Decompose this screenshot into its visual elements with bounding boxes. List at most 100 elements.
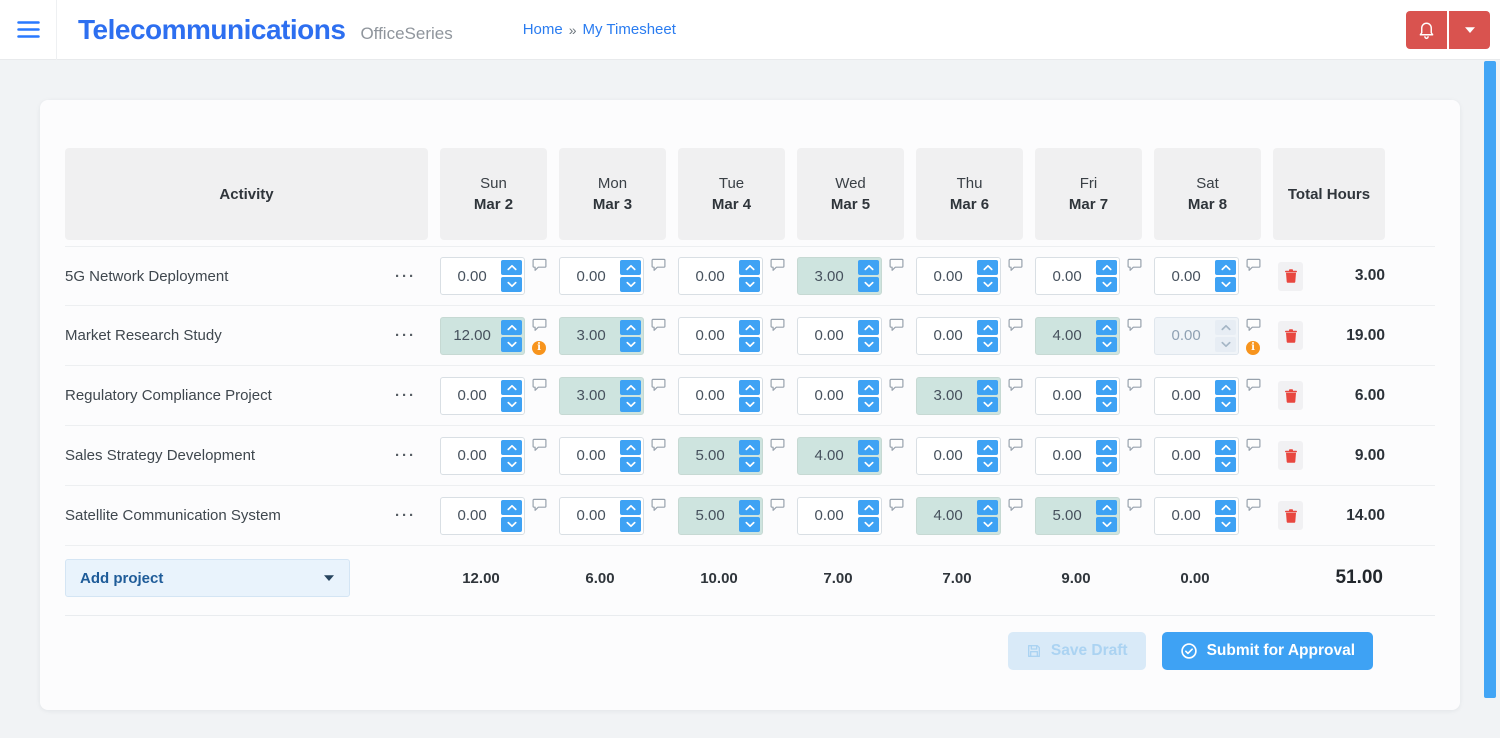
decrement-button[interactable]: [858, 277, 880, 292]
notifications-button[interactable]: [1406, 10, 1447, 49]
hours-input[interactable]: 0.00: [559, 436, 645, 475]
decrement-button[interactable]: [739, 277, 761, 292]
delete-row-button[interactable]: [1278, 441, 1303, 470]
comment-icon[interactable]: [889, 438, 904, 452]
increment-button[interactable]: [1215, 499, 1237, 515]
increment-button[interactable]: [501, 379, 523, 395]
increment-button[interactable]: [977, 439, 999, 455]
comment-icon[interactable]: [1127, 438, 1142, 452]
row-menu-button[interactable]: ···: [393, 444, 418, 467]
decrement-button[interactable]: [977, 336, 999, 352]
comment-icon[interactable]: [770, 258, 785, 272]
increment-button[interactable]: [977, 319, 999, 335]
decrement-button[interactable]: [1215, 336, 1237, 352]
hours-input[interactable]: 3.00: [559, 376, 645, 415]
decrement-button[interactable]: [739, 516, 761, 532]
row-menu-button[interactable]: ···: [393, 265, 418, 288]
comment-icon[interactable]: [1127, 378, 1142, 392]
comment-icon[interactable]: [889, 498, 904, 512]
comment-icon[interactable]: [1008, 438, 1023, 452]
hours-input[interactable]: 0.00: [678, 257, 764, 295]
increment-button[interactable]: [1215, 379, 1237, 395]
increment-button[interactable]: [1215, 439, 1237, 455]
hours-input[interactable]: 0.00: [440, 436, 526, 475]
increment-button[interactable]: [1096, 439, 1118, 455]
comment-icon[interactable]: [1127, 498, 1142, 512]
increment-button[interactable]: [620, 260, 642, 275]
comment-icon[interactable]: [532, 378, 547, 392]
comment-icon[interactable]: [770, 318, 785, 332]
increment-button[interactable]: [1215, 260, 1237, 275]
increment-button[interactable]: [501, 439, 523, 455]
decrement-button[interactable]: [620, 456, 642, 472]
decrement-button[interactable]: [977, 456, 999, 472]
scrollbar-track[interactable]: [1484, 60, 1500, 738]
decrement-button[interactable]: [977, 277, 999, 292]
submit-for-approval-button[interactable]: Submit for Approval: [1161, 632, 1373, 670]
comment-icon[interactable]: [1246, 378, 1261, 392]
decrement-button[interactable]: [1215, 516, 1237, 532]
hours-input[interactable]: 12.00: [440, 316, 526, 355]
hours-input[interactable]: 0.00: [1154, 436, 1240, 475]
decrement-button[interactable]: [858, 396, 880, 412]
decrement-button[interactable]: [620, 396, 642, 412]
hours-input[interactable]: 4.00: [1035, 316, 1121, 355]
comment-icon[interactable]: [1246, 318, 1261, 332]
comment-icon[interactable]: [1127, 258, 1142, 272]
comment-icon[interactable]: [1008, 378, 1023, 392]
decrement-button[interactable]: [739, 456, 761, 472]
increment-button[interactable]: [1096, 499, 1118, 515]
decrement-button[interactable]: [739, 396, 761, 412]
decrement-button[interactable]: [1096, 336, 1118, 352]
decrement-button[interactable]: [858, 456, 880, 472]
decrement-button[interactable]: [620, 277, 642, 292]
increment-button[interactable]: [739, 319, 761, 335]
increment-button[interactable]: [501, 499, 523, 515]
row-menu-button[interactable]: ···: [393, 504, 418, 527]
hamburger-menu-button[interactable]: [0, 0, 57, 60]
comment-icon[interactable]: [1008, 258, 1023, 272]
decrement-button[interactable]: [1215, 456, 1237, 472]
decrement-button[interactable]: [1096, 396, 1118, 412]
decrement-button[interactable]: [858, 516, 880, 532]
hours-input[interactable]: 0.00: [916, 436, 1002, 475]
comment-icon[interactable]: [889, 258, 904, 272]
hours-input[interactable]: 5.00: [678, 436, 764, 475]
hours-input[interactable]: 0.00: [1035, 436, 1121, 475]
comment-icon[interactable]: [651, 498, 666, 512]
comment-icon[interactable]: [1246, 498, 1261, 512]
increment-button[interactable]: [858, 499, 880, 515]
comment-icon[interactable]: [532, 318, 547, 332]
increment-button[interactable]: [977, 260, 999, 275]
decrement-button[interactable]: [501, 396, 523, 412]
increment-button[interactable]: [1215, 319, 1237, 335]
comment-icon[interactable]: [651, 318, 666, 332]
row-menu-button[interactable]: ···: [393, 384, 418, 407]
decrement-button[interactable]: [858, 336, 880, 352]
comment-icon[interactable]: [532, 258, 547, 272]
comment-icon[interactable]: [651, 438, 666, 452]
comment-icon[interactable]: [889, 318, 904, 332]
hours-input[interactable]: 4.00: [916, 496, 1002, 535]
decrement-button[interactable]: [620, 516, 642, 532]
decrement-button[interactable]: [1096, 456, 1118, 472]
hours-input[interactable]: 0.00: [440, 257, 526, 295]
decrement-button[interactable]: [739, 336, 761, 352]
hours-input[interactable]: 0.00: [797, 376, 883, 415]
hours-input[interactable]: 0.00: [440, 496, 526, 535]
decrement-button[interactable]: [977, 516, 999, 532]
breadcrumb-current-link[interactable]: My Timesheet: [582, 21, 676, 38]
comment-icon[interactable]: [1246, 438, 1261, 452]
comment-icon[interactable]: [889, 378, 904, 392]
increment-button[interactable]: [977, 499, 999, 515]
decrement-button[interactable]: [1215, 277, 1237, 292]
hours-input[interactable]: 3.00: [797, 257, 883, 295]
hours-input[interactable]: 0.00: [916, 257, 1002, 295]
decrement-button[interactable]: [501, 336, 523, 352]
comment-icon[interactable]: [532, 498, 547, 512]
breadcrumb-home-link[interactable]: Home: [522, 21, 563, 38]
decrement-button[interactable]: [501, 277, 523, 292]
decrement-button[interactable]: [501, 456, 523, 472]
decrement-button[interactable]: [977, 396, 999, 412]
decrement-button[interactable]: [1096, 516, 1118, 532]
